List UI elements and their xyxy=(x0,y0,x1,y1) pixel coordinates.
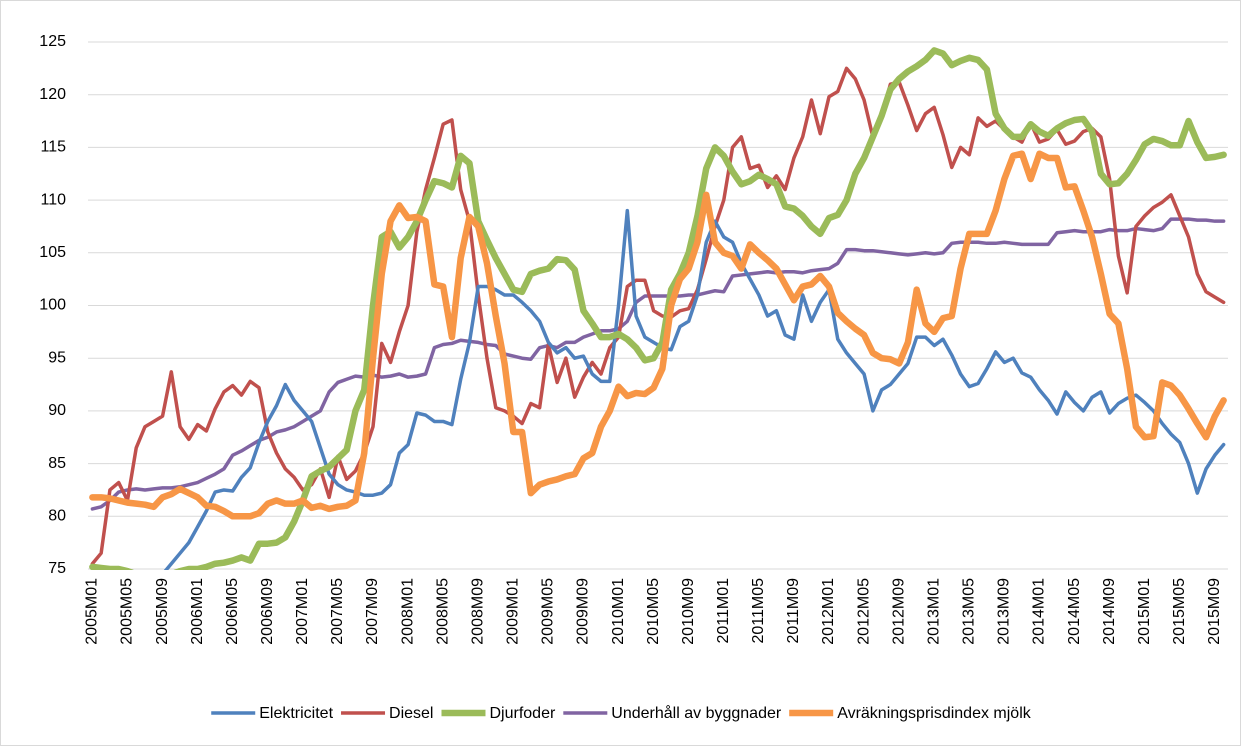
x-tick-label: 2006M09 xyxy=(259,578,276,645)
x-tick-label: 2015M01 xyxy=(1136,578,1153,645)
x-tick-label: 2011M01 xyxy=(715,578,732,644)
x-tick-label: 2015M05 xyxy=(1171,578,1188,645)
x-tick-label: 2013M05 xyxy=(961,578,978,645)
x-tick-label: 2008M09 xyxy=(469,578,486,645)
legend-label: Diesel xyxy=(389,705,433,722)
x-tick-label: 2015M09 xyxy=(1206,578,1223,645)
x-tick-label: 2010M09 xyxy=(680,578,697,645)
y-tick-label: 85 xyxy=(48,455,66,472)
legend-label: Djurfoder xyxy=(489,705,555,722)
x-tick-label: 2014M05 xyxy=(1066,578,1083,645)
x-tick-label: 2013M01 xyxy=(925,578,942,645)
x-tick-label: 2011M09 xyxy=(785,578,802,644)
x-tick-label: 2013M09 xyxy=(996,578,1013,645)
legend-label: Avräkningsprisdindex mjölk xyxy=(837,705,1032,722)
y-tick-label: 105 xyxy=(39,244,66,261)
plot-lines xyxy=(89,47,1227,570)
x-tick-label: 2009M05 xyxy=(540,578,557,645)
series-line xyxy=(89,150,1227,520)
x-tick-label: 2010M05 xyxy=(645,578,662,645)
x-tick-label: 2014M01 xyxy=(1031,578,1048,645)
x-tick-label: 2008M05 xyxy=(434,578,451,645)
x-tick-label: 2012M01 xyxy=(820,578,837,645)
x-tick-label: 2006M01 xyxy=(189,578,206,645)
x-tick-label: 2005M05 xyxy=(119,578,136,645)
y-tick-label: 115 xyxy=(40,139,66,156)
x-tick-label: 2011M05 xyxy=(750,578,767,644)
x-tick-label: 2005M09 xyxy=(154,578,171,645)
x-tick-label: 2007M09 xyxy=(364,578,381,645)
series-line xyxy=(90,66,1226,566)
x-tick-label: 2009M01 xyxy=(505,578,522,645)
x-tick-label: 2012M05 xyxy=(855,578,872,645)
y-tick-label: 90 xyxy=(48,402,66,419)
x-tick-label: 2007M05 xyxy=(329,578,346,645)
x-tick-label: 2005M01 xyxy=(84,578,101,645)
x-tick-label: 2008M01 xyxy=(399,578,416,645)
x-tick-label: 2006M05 xyxy=(224,578,241,645)
x-tick-label: 2012M09 xyxy=(890,578,907,645)
y-tick-label: 125 xyxy=(39,33,66,50)
x-tick-label: 2009M09 xyxy=(575,578,592,645)
x-tick-label: 2010M01 xyxy=(610,578,627,645)
legend-label: Underhåll av byggnader xyxy=(611,704,782,722)
x-tick-label: 2014M09 xyxy=(1101,578,1118,645)
y-tick-label: 80 xyxy=(48,508,66,525)
y-tick-label: 120 xyxy=(39,86,66,103)
series-line xyxy=(89,47,1227,570)
y-tick-label: 110 xyxy=(40,191,66,208)
x-tick-label: 2007M01 xyxy=(294,578,311,645)
y-tick-label: 95 xyxy=(48,349,66,366)
y-tick-label: 100 xyxy=(39,297,66,314)
series-line xyxy=(90,217,1226,511)
y-tick-label: 75 xyxy=(48,560,66,577)
legend-label: Elektricitet xyxy=(259,705,333,722)
